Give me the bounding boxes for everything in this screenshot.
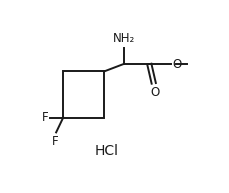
Text: F: F <box>52 135 59 148</box>
Text: O: O <box>150 86 159 99</box>
Text: HCl: HCl <box>95 144 119 158</box>
Text: NH₂: NH₂ <box>112 32 135 45</box>
Text: F: F <box>42 111 49 124</box>
Text: O: O <box>172 58 182 70</box>
